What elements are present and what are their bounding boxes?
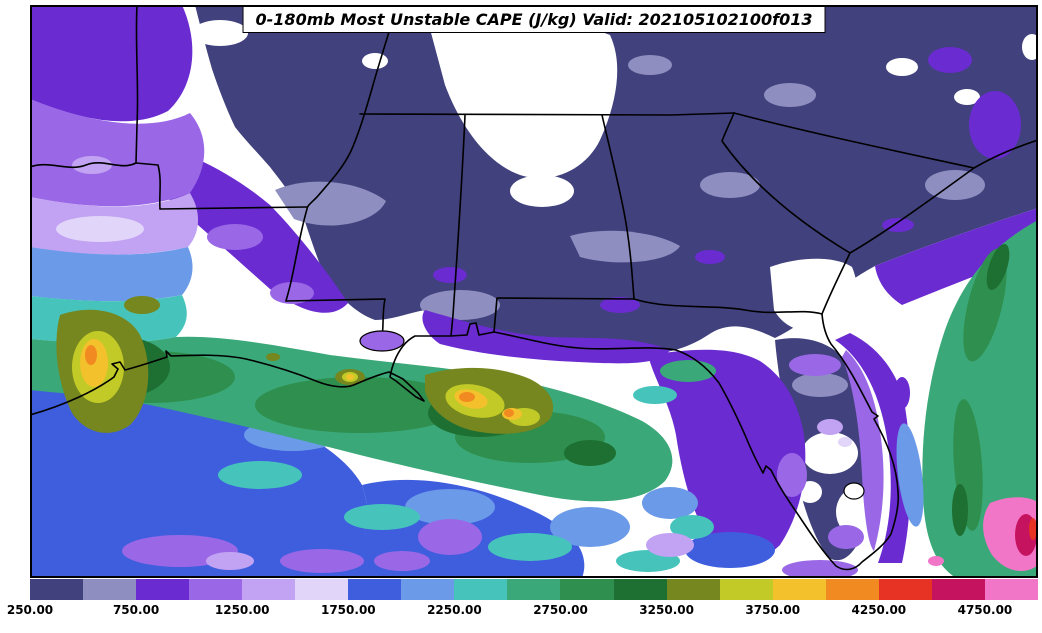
border-red-river-texas (30, 162, 161, 210)
colorbar-segment (825, 579, 879, 600)
colorbar-segment (242, 579, 296, 600)
border-tennessee (359, 112, 735, 116)
colorbar-tick-label: 1750.00 (320, 603, 376, 617)
border-arkansas-louisiana (159, 206, 308, 210)
colorbar-segment (454, 579, 508, 600)
border-alabama-florida (493, 297, 635, 333)
colorbar-tick-label: 750.00 (112, 603, 160, 617)
colorbar-segment (931, 579, 985, 600)
lake-pontchartrain (359, 330, 405, 352)
border-georgia-southcarolina (721, 112, 851, 254)
title-box: 0-180mb Most Unstable CAPE (J/kg) Valid:… (242, 6, 826, 33)
border-northcarolina-southcarolina (733, 112, 975, 169)
colorbar-segment (878, 579, 932, 600)
colorbar-segment (719, 579, 773, 600)
colorbar-segment (984, 579, 1038, 600)
colorbar-segment (613, 579, 667, 600)
colorbar-tick-label: 2750.00 (533, 603, 588, 617)
lakes (359, 330, 865, 500)
colorbar-segment (136, 579, 190, 600)
colorbar (30, 579, 1038, 600)
colorbar-segment (83, 579, 137, 600)
colorbar-segment (348, 579, 402, 600)
colorbar-tick-label: 250.00 (6, 603, 54, 617)
colorbar-segment (772, 579, 826, 600)
state-borders (30, 5, 975, 337)
colorbar-tick-label: 4250.00 (851, 603, 907, 617)
colorbar-segment (507, 579, 561, 600)
mississippi-river (285, 5, 398, 302)
colorbar-tick-label: 1250.00 (214, 603, 270, 617)
border-oklahoma-arkansas (135, 5, 139, 164)
colorbar-tick-label: 2250.00 (427, 603, 482, 617)
colorbar-tick-label: 4750.00 (957, 603, 1013, 617)
colorbar-segment (189, 579, 243, 600)
border-georgia-florida (633, 298, 823, 315)
lake-okeechobee (843, 482, 865, 500)
colorbar-segment (295, 579, 349, 600)
coastline (30, 139, 1038, 571)
map-title: 0-180mb Most Unstable CAPE (J/kg) Valid:… (255, 10, 813, 29)
colorbar-segment (560, 579, 614, 600)
colorbar-tick-label: 3750.00 (745, 603, 801, 617)
colorbar-segment (666, 579, 720, 600)
border-mississippi-alabama (450, 114, 466, 337)
gulf-atlantic-coastline (30, 139, 1038, 571)
border-alabama-georgia (601, 114, 635, 300)
colorbar-segment (401, 579, 455, 600)
cape-map (30, 5, 1038, 578)
colorbar-tick-labels: 250.00 750.00 1250.00 1750.00 2250.00 2750.00… (7, 601, 1038, 623)
colorbar-segment (30, 579, 84, 600)
colorbar-tick-label: 3250.00 (639, 603, 694, 617)
cape-filled-contours (30, 5, 1038, 578)
